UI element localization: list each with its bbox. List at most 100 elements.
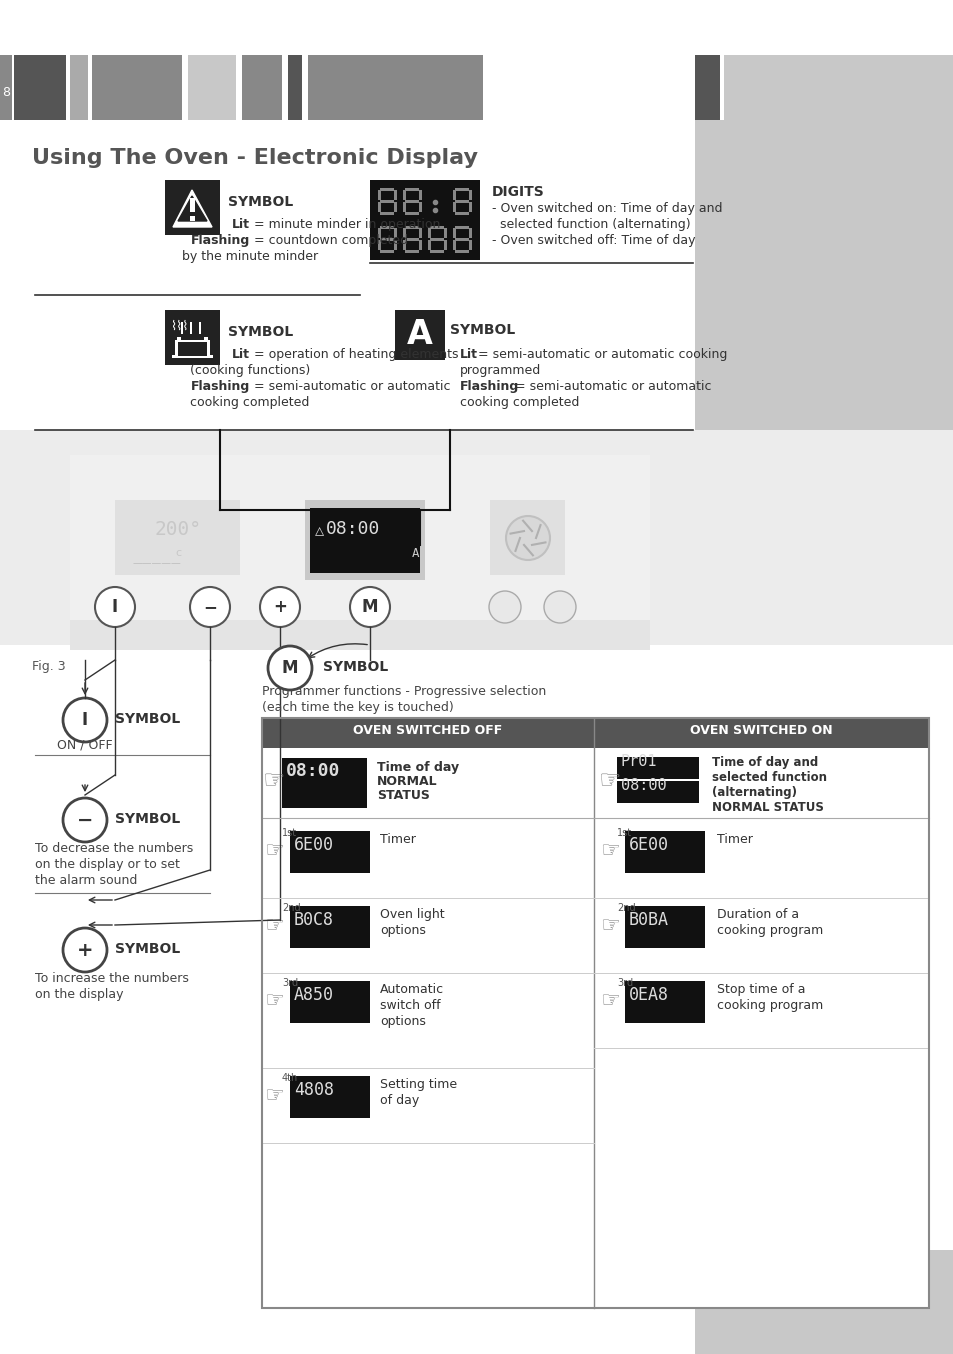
Bar [455, 238, 469, 241]
Text: ☞: ☞ [264, 991, 284, 1011]
Bar [242, 56, 282, 121]
Text: c: c [174, 548, 181, 558]
Text: ☞: ☞ [599, 917, 619, 936]
Text: △: △ [314, 523, 324, 538]
Text: I: I [82, 711, 88, 728]
Bar [178, 343, 207, 356]
Bar [377, 202, 380, 213]
Bar [455, 250, 469, 253]
Bar [455, 226, 469, 229]
Text: by the minute minder: by the minute minder [182, 250, 317, 263]
Bar [695, 121, 953, 481]
Bar [282, 758, 367, 808]
Text: Lit: Lit [459, 348, 477, 362]
Text: 4th: 4th [282, 1072, 298, 1083]
Text: OVEN SWITCHED OFF: OVEN SWITCHED OFF [353, 724, 502, 737]
Text: = semi-automatic or automatic: = semi-automatic or automatic [515, 380, 711, 393]
Text: +: + [273, 598, 287, 616]
Bar [443, 227, 447, 238]
Bar [190, 217, 194, 221]
Bar [418, 190, 421, 200]
Bar [365, 500, 424, 580]
Bar [181, 322, 183, 334]
Bar [365, 508, 419, 573]
Text: B0C8: B0C8 [294, 911, 334, 929]
Bar [469, 240, 472, 250]
Text: Fig. 3: Fig. 3 [32, 659, 66, 673]
Text: = semi-automatic or automatic cooking: = semi-automatic or automatic cooking [477, 348, 726, 362]
Text: 6E00: 6E00 [294, 835, 334, 854]
Bar [308, 56, 482, 121]
Text: SYMBOL: SYMBOL [115, 812, 180, 826]
Text: SYMBOL: SYMBOL [323, 659, 388, 674]
Bar [695, 1250, 953, 1354]
Bar [165, 310, 220, 366]
Bar [172, 355, 213, 357]
Text: 1st: 1st [282, 829, 296, 838]
Text: To decrease the numbers: To decrease the numbers [35, 842, 193, 854]
Text: To increase the numbers: To increase the numbers [35, 972, 189, 984]
Text: cooking completed: cooking completed [190, 395, 310, 409]
Bar [379, 200, 394, 203]
Bar [204, 337, 208, 343]
Text: ☞: ☞ [264, 841, 284, 861]
Text: = semi-automatic or automatic: = semi-automatic or automatic [250, 380, 450, 393]
Text: A: A [412, 547, 419, 561]
Text: = minute minder in operation: = minute minder in operation [250, 218, 440, 232]
Text: ☞: ☞ [262, 769, 285, 793]
Bar [453, 190, 456, 200]
Circle shape [63, 798, 107, 842]
Circle shape [268, 646, 312, 691]
Bar [617, 781, 699, 803]
Text: NORMAL: NORMAL [376, 774, 437, 788]
Text: ☞: ☞ [598, 769, 620, 793]
Bar [262, 718, 594, 747]
Text: Setting time: Setting time [379, 1078, 456, 1091]
Bar [377, 227, 380, 238]
Text: Time of day: Time of day [376, 761, 458, 774]
Bar [379, 250, 394, 253]
Text: Time of day and: Time of day and [711, 756, 818, 769]
Bar [290, 982, 370, 1024]
Text: ☞: ☞ [264, 1086, 284, 1106]
Text: Timer: Timer [379, 833, 416, 846]
Bar [288, 56, 302, 121]
Bar [0, 431, 953, 645]
Text: −: − [203, 598, 216, 616]
Bar [405, 200, 418, 203]
Text: ☞: ☞ [599, 991, 619, 1011]
Bar [70, 455, 649, 620]
Bar [70, 620, 649, 650]
Text: = countdown completed: = countdown completed [250, 234, 408, 246]
Text: Stop time of a: Stop time of a [717, 983, 804, 997]
Text: - Oven switched on: Time of day and: - Oven switched on: Time of day and [492, 202, 721, 215]
Text: STATUS: STATUS [376, 789, 430, 802]
Bar [455, 213, 469, 215]
Circle shape [63, 927, 107, 972]
Bar [394, 190, 396, 200]
Text: DIGITS: DIGITS [492, 185, 544, 199]
Text: Lit: Lit [232, 348, 250, 362]
Text: on the display: on the display [35, 988, 123, 1001]
Text: B0BA: B0BA [628, 911, 668, 929]
Bar [443, 240, 447, 250]
Bar [428, 227, 431, 238]
Bar [428, 240, 431, 250]
Bar [290, 1076, 370, 1118]
Text: I: I [112, 598, 118, 616]
Text: Using The Oven - Electronic Display: Using The Oven - Electronic Display [32, 148, 477, 168]
Text: 3rd: 3rd [617, 978, 633, 988]
Bar [594, 718, 928, 747]
Bar [405, 250, 418, 253]
Circle shape [350, 588, 390, 627]
Bar [402, 240, 406, 250]
Bar [305, 500, 365, 580]
Bar [430, 238, 443, 241]
Text: M: M [281, 659, 298, 677]
Bar [290, 906, 370, 948]
Bar [453, 240, 456, 250]
Text: 08:00: 08:00 [286, 762, 340, 780]
Text: 8: 8 [2, 87, 10, 99]
Text: Pr01: Pr01 [620, 753, 657, 769]
Text: ON / OFF: ON / OFF [57, 738, 112, 751]
